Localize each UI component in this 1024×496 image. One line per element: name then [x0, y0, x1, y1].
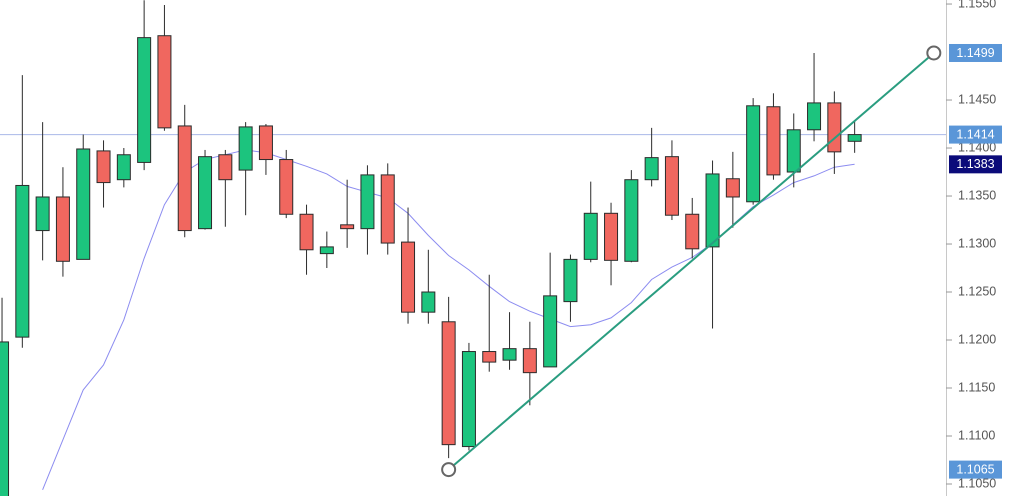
trendline [447, 52, 935, 471]
y-tick-label: 1.1150 [958, 380, 995, 394]
trendline-handle [926, 45, 942, 61]
candle-body [299, 213, 314, 251]
price-badge [949, 460, 1002, 479]
candle-body [461, 351, 476, 448]
candle-body [340, 224, 355, 230]
y-tick-label: 1.1300 [958, 236, 996, 250]
candle-body [157, 35, 172, 129]
candle-body [644, 157, 659, 181]
price-badge [949, 155, 1002, 174]
candle-body [258, 125, 273, 161]
candle-body [543, 295, 558, 368]
candle-body [583, 212, 598, 260]
candle-body [746, 105, 761, 203]
candle-body [0, 341, 10, 496]
y-tick-label: 1.1100 [958, 428, 995, 442]
price-badge-label: 1.1383 [956, 157, 994, 171]
y-tick-label: 1.1350 [958, 188, 996, 202]
price-badge-label: 1.1414 [956, 127, 994, 141]
candle-body [725, 178, 740, 198]
candle-body [380, 174, 395, 244]
candle-body [705, 173, 720, 248]
price-badge [949, 125, 1002, 144]
candle-body [137, 37, 152, 163]
y-tick-label: 1.1250 [958, 284, 996, 298]
candle-body [55, 196, 70, 262]
candle-body [441, 321, 456, 446]
candle-body [624, 179, 639, 262]
candle-body [847, 134, 862, 142]
candle-body [421, 291, 436, 313]
candle-body [522, 348, 537, 374]
candle-body [502, 348, 517, 361]
candle-body [604, 212, 619, 261]
candle-body [807, 102, 822, 131]
candle-body [664, 156, 679, 216]
candle-body [177, 125, 192, 232]
candle-body [482, 351, 497, 363]
candle-body [35, 196, 50, 232]
y-tick-label: 1.1400 [958, 140, 996, 154]
candle-body [15, 184, 30, 338]
candle-body [401, 241, 416, 313]
y-tick-label: 1.1550 [958, 0, 996, 10]
candle-body [116, 154, 131, 181]
candle-body [198, 156, 213, 230]
candle-body [96, 150, 111, 184]
candle-body [319, 246, 334, 255]
candle-body [766, 106, 781, 176]
candle-body [279, 159, 294, 215]
candle-body [238, 126, 253, 171]
y-tick-label: 1.1450 [958, 92, 996, 106]
price-badge-label: 1.1499 [956, 46, 994, 60]
candle-body [76, 148, 91, 260]
y-tick-label: 1.1200 [958, 332, 996, 346]
candle-body [563, 258, 578, 303]
candle-body [827, 102, 842, 153]
candle-body [786, 129, 801, 173]
trendline-handle [441, 462, 457, 478]
y-tick-label: 1.1050 [958, 476, 996, 490]
price-badge [949, 43, 1002, 62]
candle-body [218, 154, 233, 181]
price-badge-label: 1.1065 [956, 462, 994, 476]
candle-body [685, 213, 700, 250]
candle-body [360, 174, 375, 230]
